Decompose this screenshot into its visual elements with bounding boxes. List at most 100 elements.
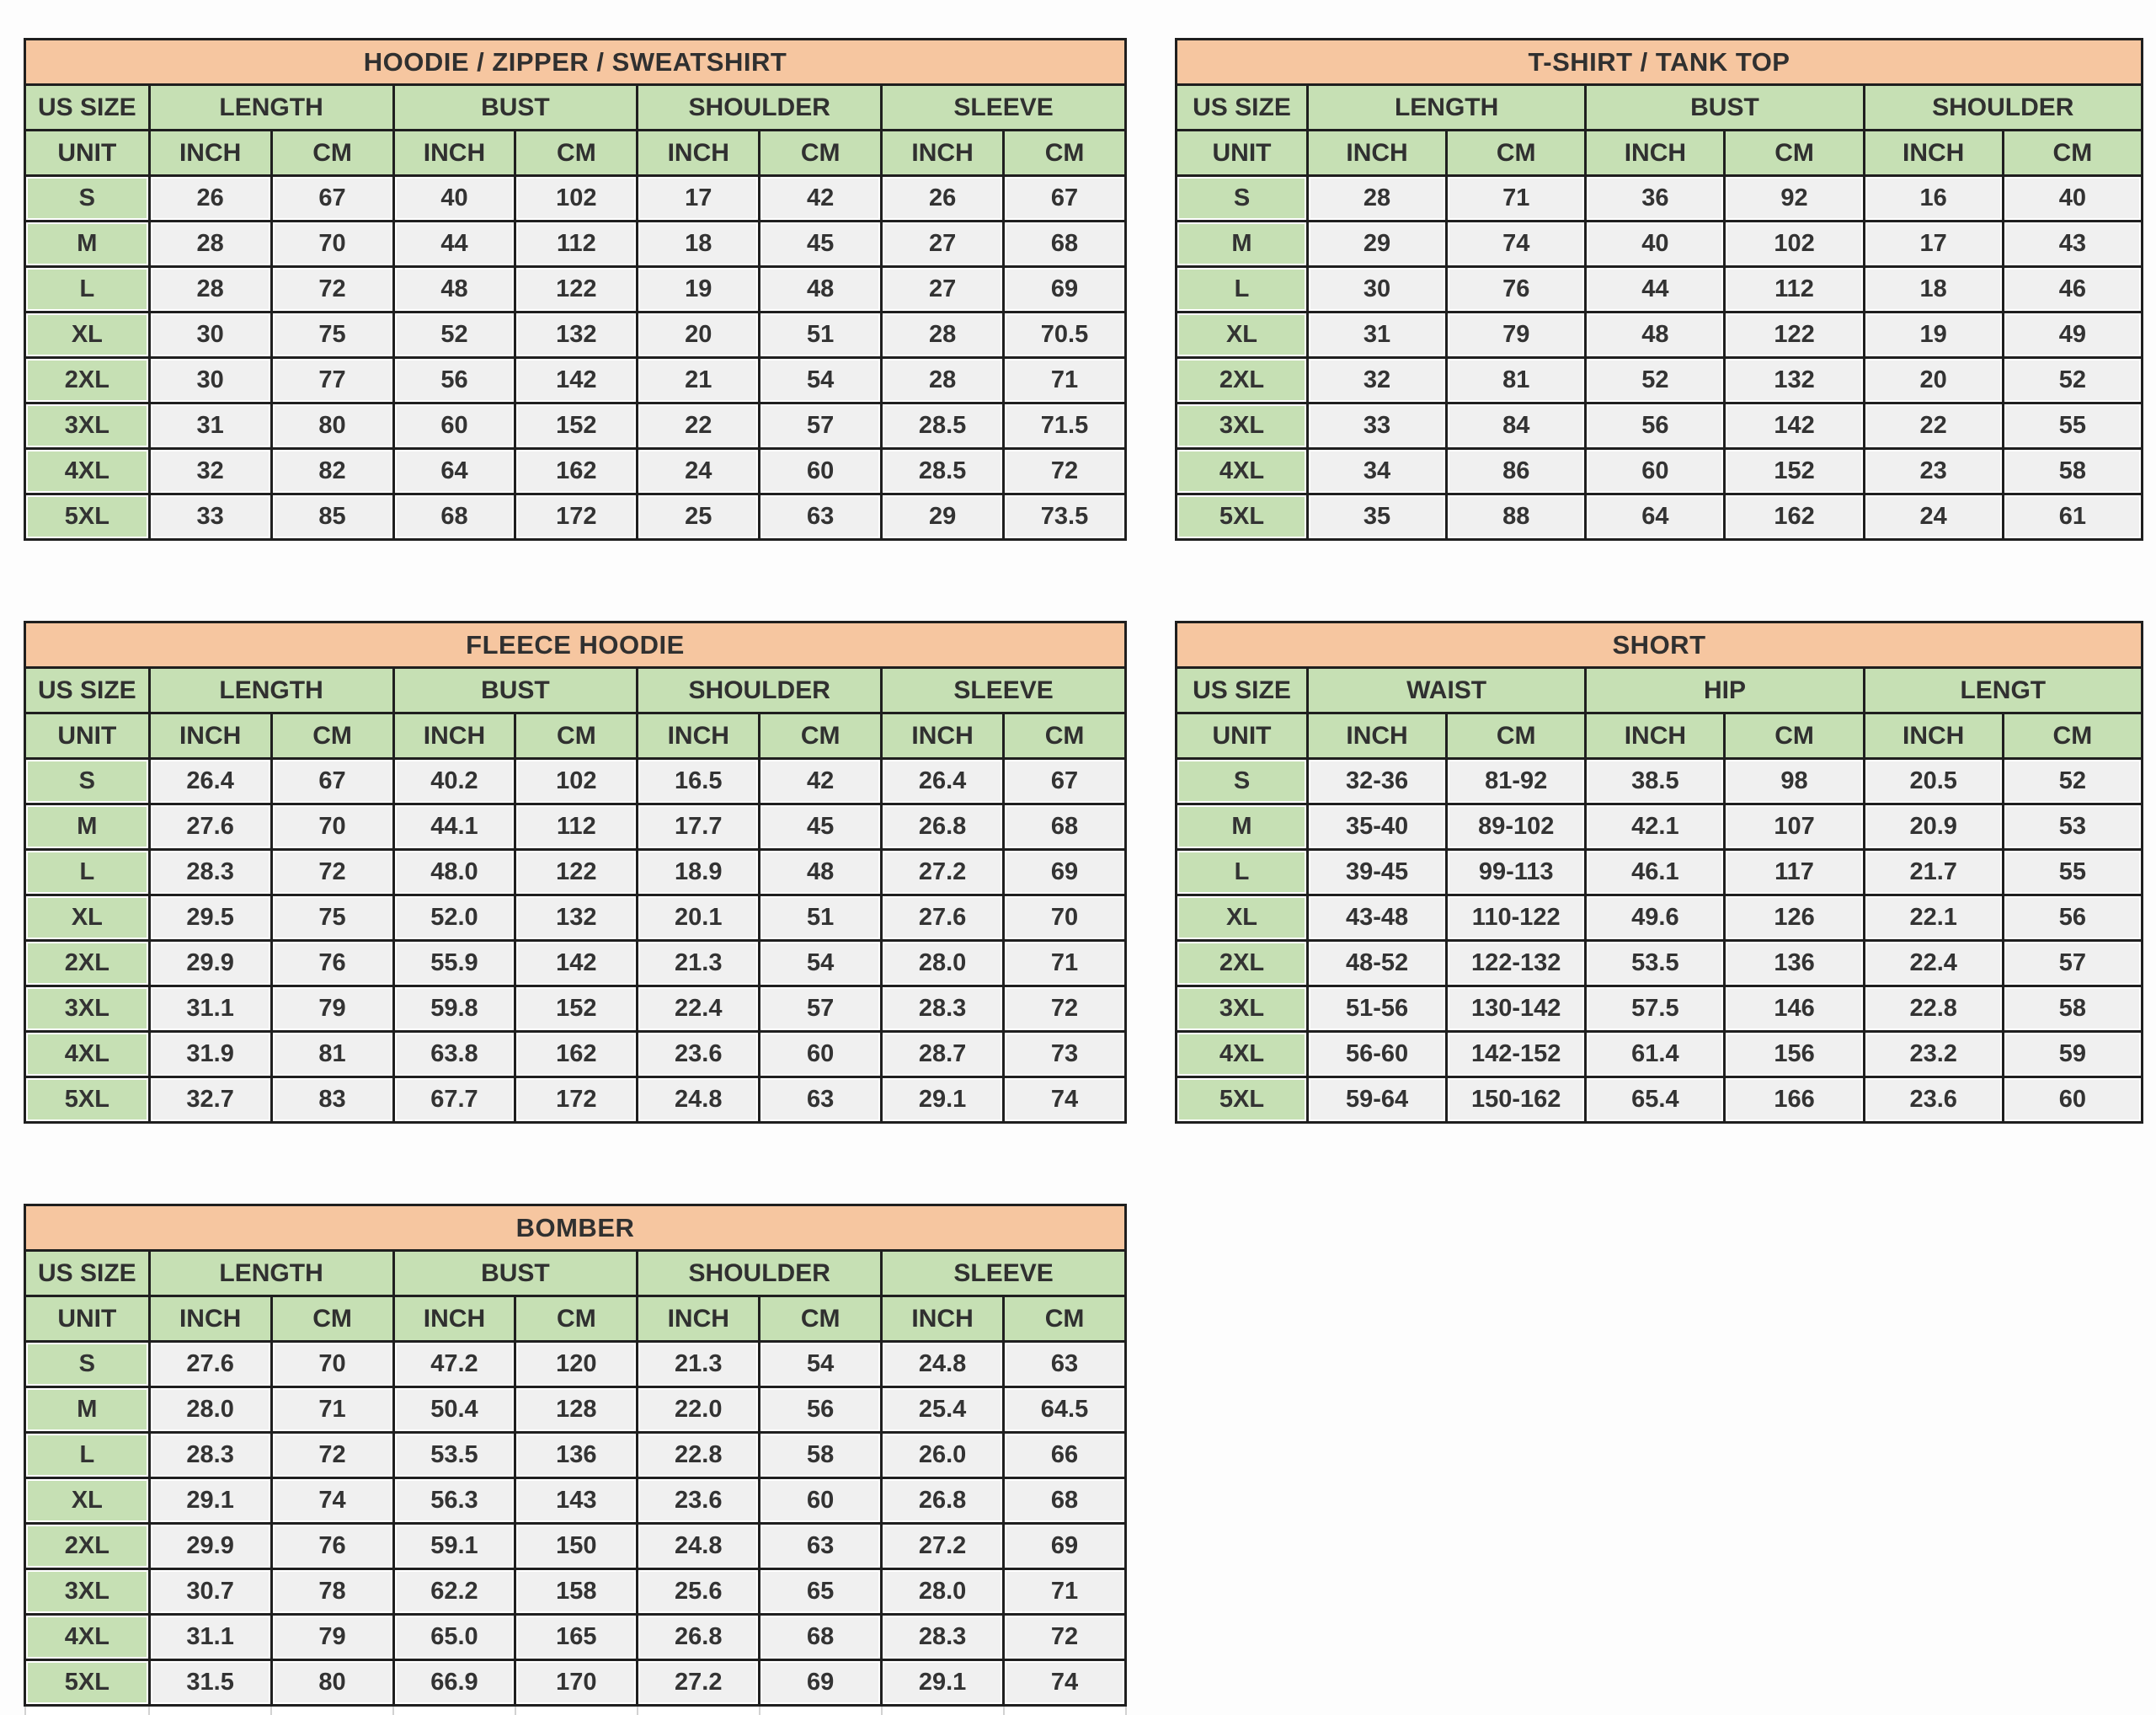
empty-cell <box>392 1704 516 1715</box>
value-cell: 67 <box>1002 174 1127 222</box>
value-cell: 67 <box>270 757 395 805</box>
unit-cm-header: CM <box>514 129 639 177</box>
empty-cell <box>1002 1704 1127 1715</box>
measure-header: LENGTH <box>147 83 395 131</box>
size-row: L 28.3 72 48.0 122 18.9 48 27.2 69 <box>24 848 1127 896</box>
value-cell: 29.1 <box>147 1477 273 1525</box>
value-cell: 107 <box>1723 803 1865 851</box>
unit-inch-header: INCH <box>1584 129 1726 177</box>
value-cell: 20.5 <box>1862 757 2004 805</box>
value-cell: 18 <box>1862 265 2004 313</box>
value-cell: 26.4 <box>147 757 273 805</box>
size-row: 4XL 32 82 64 162 24 60 28.5 72 <box>24 447 1127 495</box>
value-cell: 142 <box>514 939 639 987</box>
value-cell: 27.2 <box>880 1522 1006 1570</box>
empty-cell <box>514 1704 638 1715</box>
value-cell: 66.9 <box>392 1659 517 1707</box>
size-cell: 3XL <box>24 402 151 450</box>
value-cell: 44.1 <box>392 803 517 851</box>
table-tshirt-tank-top: T-SHIRT / TANK TOP US SIZE LENGTH BUST SHOUL… <box>1175 38 2144 541</box>
value-cell: 25.4 <box>880 1386 1006 1434</box>
value-cell: 30 <box>147 356 273 404</box>
unit-inch-header: INCH <box>880 129 1006 177</box>
size-row: M 27.6 70 44.1 112 17.7 45 26.8 68 <box>24 803 1127 851</box>
value-cell: 53 <box>2001 803 2144 851</box>
value-cell: 67.7 <box>392 1076 517 1124</box>
value-cell: 45 <box>758 220 883 268</box>
size-cell: 5XL <box>1175 1076 1309 1124</box>
unit-cm-header: CM <box>1002 1295 1127 1343</box>
size-row: L 28.3 72 53.5 136 22.8 58 26.0 66 <box>24 1431 1127 1479</box>
value-cell: 89-102 <box>1445 803 1588 851</box>
value-cell: 53.5 <box>392 1431 517 1479</box>
value-cell: 20.1 <box>636 894 761 942</box>
value-cell: 26.8 <box>636 1613 761 1661</box>
value-cell: 27 <box>880 265 1006 313</box>
unit-inch-header: INCH <box>392 129 517 177</box>
value-cell: 156 <box>1723 1030 1865 1078</box>
size-cell: 2XL <box>1175 939 1309 987</box>
value-cell: 17 <box>636 174 761 222</box>
empty-cell <box>636 1704 760 1715</box>
value-cell: 30 <box>147 311 273 359</box>
size-row: 3XL 31 80 60 152 22 57 28.5 71.5 <box>24 402 1127 450</box>
size-cell: M <box>24 220 151 268</box>
size-table-tshirt-tank-top: T-SHIRT / TANK TOP US SIZE LENGTH BUST SHOUL… <box>1175 38 2144 541</box>
value-cell: 70 <box>270 803 395 851</box>
value-cell: 70 <box>270 1340 395 1388</box>
size-table-hoodie-zipper-sweatshirt: HOODIE / ZIPPER / SWEATSHIRT US SIZE LENGT… <box>24 38 1127 541</box>
unit-cm-header: CM <box>1002 129 1127 177</box>
size-row: 2XL 29.9 76 59.1 150 24.8 63 27.2 69 <box>24 1522 1127 1570</box>
value-cell: 56-60 <box>1305 1030 1449 1078</box>
measure-header: WAIST <box>1305 666 1588 714</box>
measure-header: LENGT <box>1862 666 2144 714</box>
value-cell: 32.7 <box>147 1076 273 1124</box>
measure-header: SLEEVE <box>880 83 1127 131</box>
size-table-bomber: BOMBER US SIZE LENGTH BUST SHOULDER SLEEVE UNI… <box>24 1204 1127 1715</box>
value-cell: 38.5 <box>1584 757 1726 805</box>
size-cell: S <box>1175 174 1309 222</box>
value-cell: 52 <box>2001 356 2144 404</box>
size-row: 5XL 31.5 80 66.9 170 27.2 69 29.1 74 <box>24 1659 1127 1707</box>
value-cell: 28.3 <box>147 848 273 896</box>
value-cell: 68 <box>1002 803 1127 851</box>
value-cell: 23.6 <box>636 1030 761 1078</box>
size-row: 4XL 34 86 60 152 23 58 <box>1175 447 2144 495</box>
value-cell: 22.8 <box>1862 985 2004 1033</box>
value-cell: 21.3 <box>636 1340 761 1388</box>
value-cell: 29.9 <box>147 1522 273 1570</box>
value-cell: 60 <box>758 447 883 495</box>
value-cell: 31.9 <box>147 1030 273 1078</box>
value-cell: 21.3 <box>636 939 761 987</box>
value-cell: 23 <box>1862 447 2004 495</box>
value-cell: 122 <box>514 265 639 313</box>
value-cell: 31 <box>147 402 273 450</box>
size-row: L 28 72 48 122 19 48 27 69 <box>24 265 1127 313</box>
value-cell: 74 <box>1445 220 1588 268</box>
value-cell: 51-56 <box>1305 985 1449 1033</box>
value-cell: 60 <box>392 402 517 450</box>
unit-inch-header: INCH <box>636 712 761 760</box>
value-cell: 46.1 <box>1584 848 1726 896</box>
unit-cm-header: CM <box>1445 129 1588 177</box>
value-cell: 170 <box>514 1659 639 1707</box>
value-cell: 32-36 <box>1305 757 1449 805</box>
size-row: 2XL 32 81 52 132 20 52 <box>1175 356 2144 404</box>
size-row: 3XL 31.1 79 59.8 152 22.4 57 28.3 72 <box>24 985 1127 1033</box>
value-cell: 31.5 <box>147 1659 273 1707</box>
size-row: S 32-36 81-92 38.5 98 20.5 52 <box>1175 757 2144 805</box>
size-row: 3XL 33 84 56 142 22 55 <box>1175 402 2144 450</box>
value-cell: 162 <box>514 447 639 495</box>
size-row: S 26 67 40 102 17 42 26 67 <box>24 174 1127 222</box>
size-cell: 4XL <box>1175 447 1309 495</box>
value-cell: 70 <box>1002 894 1127 942</box>
value-cell: 70.5 <box>1002 311 1127 359</box>
value-cell: 80 <box>270 1659 395 1707</box>
value-cell: 74 <box>1002 1659 1127 1707</box>
value-cell: 150 <box>514 1522 639 1570</box>
size-row: 5XL 32.7 83 67.7 172 24.8 63 29.1 74 <box>24 1076 1127 1124</box>
us-size-header: US SIZE <box>24 666 151 714</box>
value-cell: 81 <box>1445 356 1588 404</box>
value-cell: 76 <box>1445 265 1588 313</box>
